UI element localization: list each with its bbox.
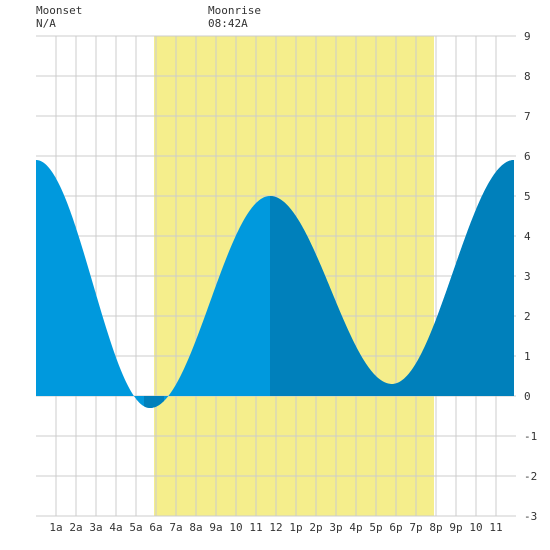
- x-tick-label: 6p: [389, 521, 402, 534]
- tide-area-dark: [144, 396, 164, 408]
- tide-area-dark: [390, 160, 514, 396]
- y-tick-label: 3: [524, 270, 531, 283]
- y-tick-label: 7: [524, 110, 531, 123]
- tide-area: [36, 160, 514, 408]
- x-tick-label: 1a: [49, 521, 62, 534]
- x-tick-label: 8p: [429, 521, 442, 534]
- y-tick-label: 0: [524, 390, 531, 403]
- x-tick-label: 9a: [209, 521, 222, 534]
- x-tick-label: 5p: [369, 521, 382, 534]
- y-tick-label: 9: [524, 30, 531, 43]
- moonset-value: N/A: [36, 17, 56, 30]
- x-tick-label: 7p: [409, 521, 422, 534]
- y-tick-label: 8: [524, 70, 531, 83]
- y-tick-label: -1: [524, 430, 537, 443]
- x-tick-label: 3a: [89, 521, 102, 534]
- x-tick-label: 10: [469, 521, 482, 534]
- moonrise-label: Moonrise: [208, 4, 261, 17]
- y-tick-label: 2: [524, 310, 531, 323]
- x-tick-label: 4a: [109, 521, 122, 534]
- moonset-label: Moonset: [36, 4, 83, 17]
- x-tick-label: 6a: [149, 521, 162, 534]
- x-tick-label: 11: [249, 521, 262, 534]
- y-tick-label: 4: [524, 230, 531, 243]
- tide-area-dark: [270, 196, 390, 396]
- x-tick-label: 2a: [69, 521, 82, 534]
- y-tick-label: -2: [524, 470, 537, 483]
- x-tick-label: 5a: [129, 521, 142, 534]
- x-tick-label: 3p: [329, 521, 342, 534]
- x-tick-label: 2p: [309, 521, 322, 534]
- x-tick-label: 7a: [169, 521, 182, 534]
- x-tick-label: 11: [489, 521, 502, 534]
- x-tick-label: 8a: [189, 521, 202, 534]
- y-tick-label: 1: [524, 350, 531, 363]
- x-tick-label: 10: [229, 521, 242, 534]
- x-tick-label: 12: [269, 521, 282, 534]
- y-tick-label: 6: [524, 150, 531, 163]
- moonrise-value: 08:42A: [208, 17, 248, 30]
- x-tick-label: 9p: [449, 521, 462, 534]
- x-tick-label: 1p: [289, 521, 302, 534]
- y-tick-label: 5: [524, 190, 531, 203]
- x-tick-label: 4p: [349, 521, 362, 534]
- y-tick-label: -3: [524, 510, 537, 523]
